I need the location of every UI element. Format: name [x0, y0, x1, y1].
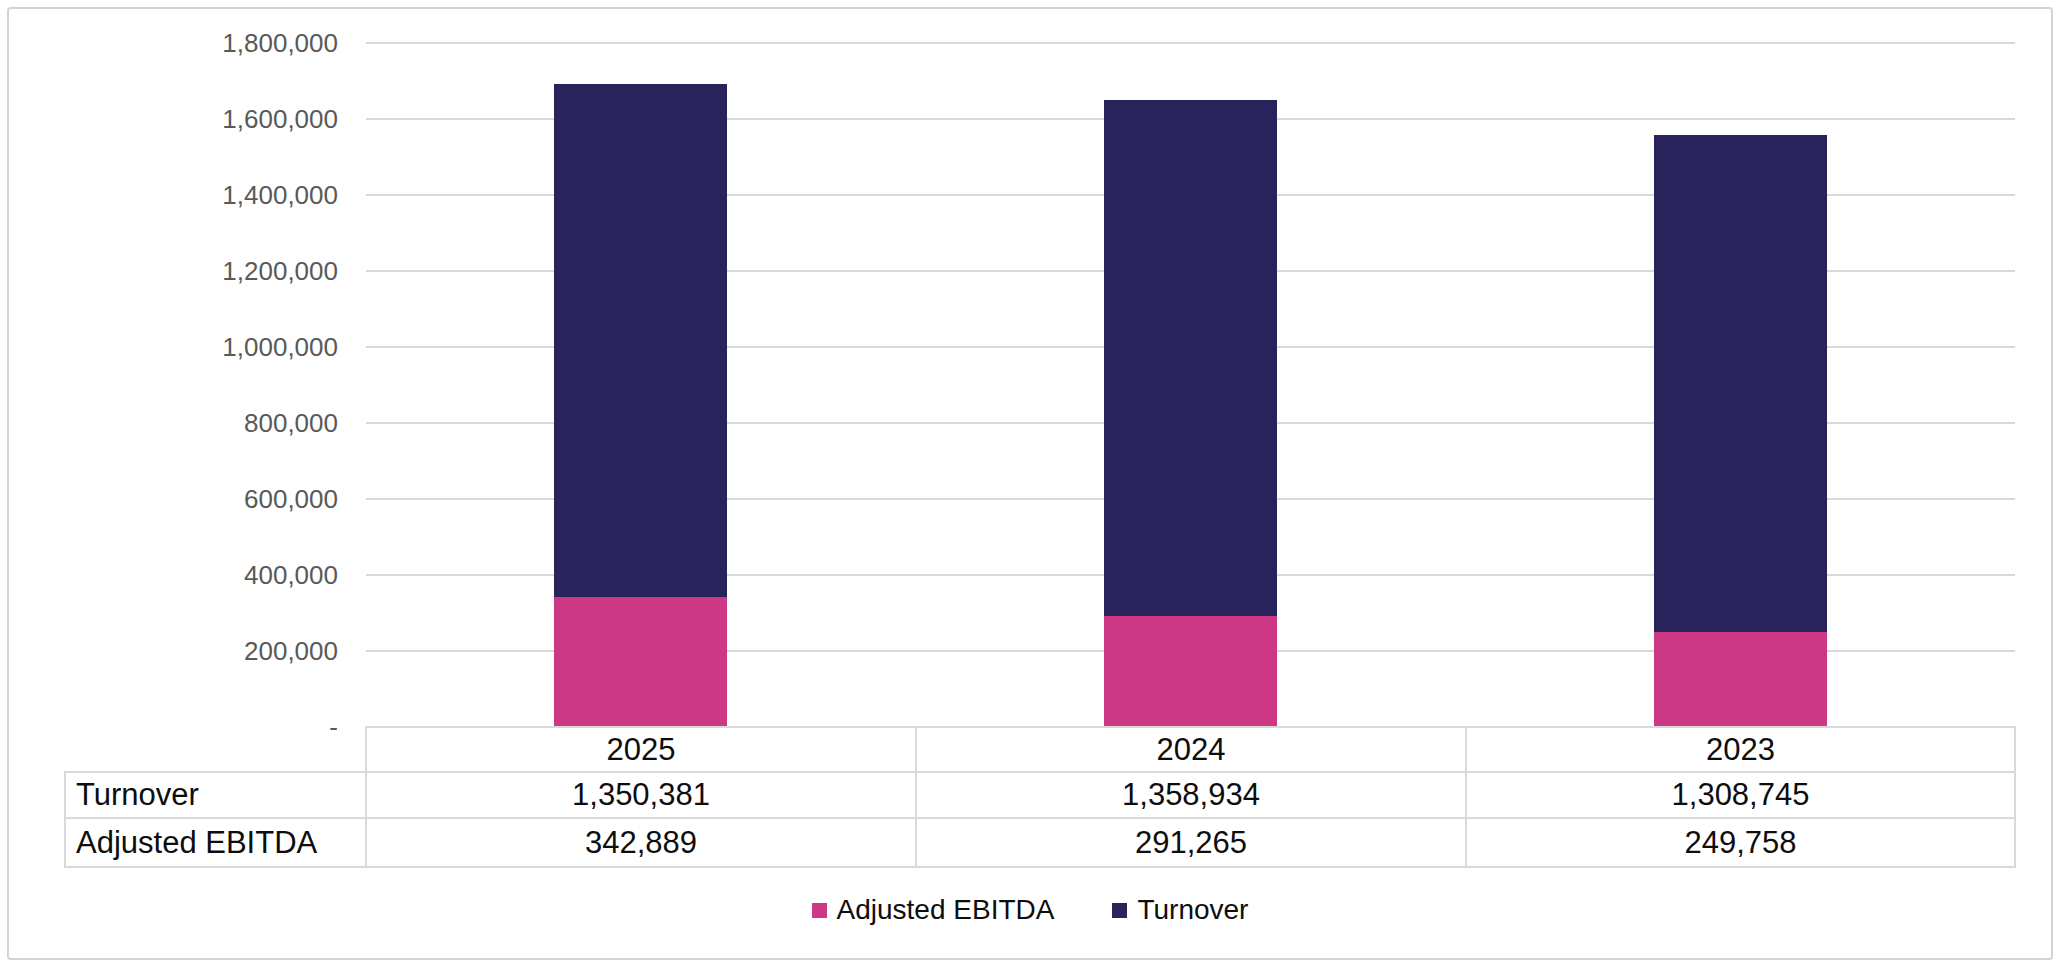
bar-segment-2024-turnover: [1104, 100, 1277, 616]
table-cell-turnover-2023: 1,308,745: [1466, 772, 2015, 818]
table-cell-adjusted-ebitda-2024: 291,265: [916, 818, 1466, 867]
y-axis-tick-label: 600,000: [0, 483, 338, 515]
legend-label-adjusted-ebitda: Adjusted EBITDA: [837, 894, 1055, 926]
legend-label-turnover: Turnover: [1137, 894, 1248, 926]
y-axis-tick-label: 1,000,000: [0, 331, 338, 363]
table-row-turnover: Turnover1,350,3811,358,9341,308,745: [65, 772, 2015, 818]
chart-canvas: 1,800,000 1,600,000 1,400,000 1,200,000 1,00…: [0, 0, 2060, 967]
legend-item-turnover: Turnover: [1112, 894, 1248, 926]
table-header-2024: 2024: [916, 727, 1466, 772]
gridline: [366, 42, 2015, 44]
chart-legend: Adjusted EBITDA Turnover: [0, 888, 2060, 932]
y-axis-tick-label: 1,800,000: [0, 27, 338, 59]
table-row-label-turnover: Turnover: [65, 772, 366, 818]
table-corner-blank: [65, 727, 366, 772]
table-cell-turnover-2024: 1,358,934: [916, 772, 1466, 818]
y-axis-tick-label: 400,000: [0, 559, 338, 591]
bar-segment-2023-turnover: [1654, 135, 1827, 632]
legend-item-adjusted-ebitda: Adjusted EBITDA: [812, 894, 1055, 926]
y-axis-tick-label: 800,000: [0, 407, 338, 439]
table-header-row: 202520242023: [65, 727, 2015, 772]
bar-segment-2023-adjusted-ebitda: [1654, 632, 1827, 727]
table-header-2023: 2023: [1466, 727, 2015, 772]
legend-swatch-adjusted-ebitda-icon: [812, 903, 827, 918]
y-axis-tick-label: 1,200,000: [0, 255, 338, 287]
legend-swatch-turnover-icon: [1112, 903, 1127, 918]
bar-segment-2025-turnover: [554, 84, 727, 597]
table-row-label-adjusted-ebitda: Adjusted EBITDA: [65, 818, 366, 867]
bar-segment-2024-adjusted-ebitda: [1104, 616, 1277, 727]
bar-segment-2025-adjusted-ebitda: [554, 597, 727, 727]
table-cell-turnover-2025: 1,350,381: [366, 772, 916, 818]
y-axis-tick-label: 1,400,000: [0, 179, 338, 211]
table-row-adjusted-ebitda: Adjusted EBITDA342,889291,265249,758: [65, 818, 2015, 867]
table-cell-adjusted-ebitda-2025: 342,889: [366, 818, 916, 867]
y-axis-tick-label: 200,000: [0, 635, 338, 667]
table-cell-adjusted-ebitda-2023: 249,758: [1466, 818, 2015, 867]
chart-data-table: 202520242023Turnover1,350,3811,358,9341,…: [64, 726, 2016, 868]
table-header-2025: 2025: [366, 727, 916, 772]
y-axis-tick-label: 1,600,000: [0, 103, 338, 135]
